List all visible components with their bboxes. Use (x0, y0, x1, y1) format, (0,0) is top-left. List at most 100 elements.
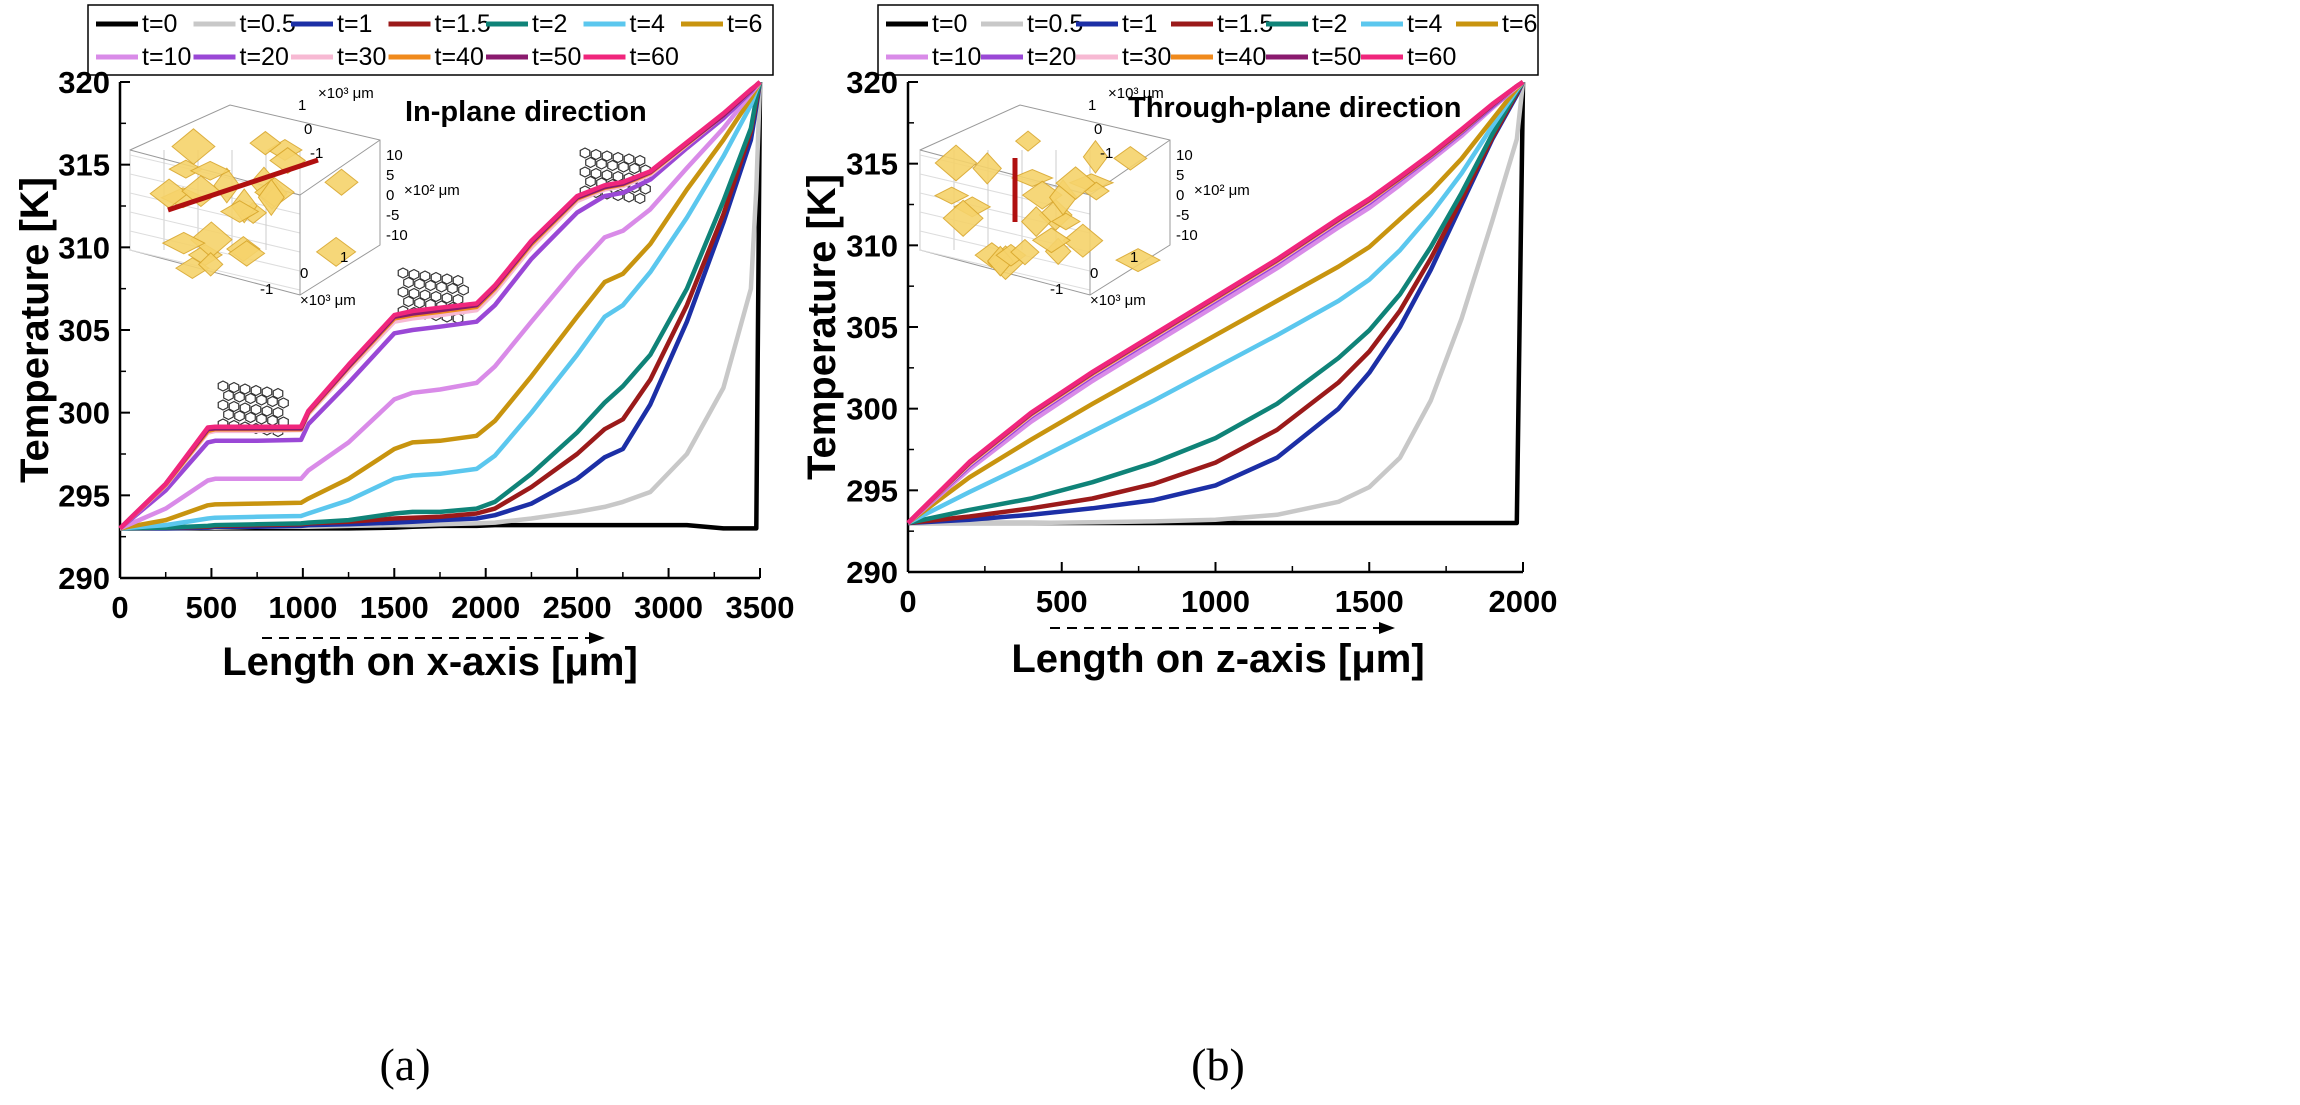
legend-label: t=60 (1407, 43, 1456, 71)
legend-label: t=30 (1122, 43, 1171, 71)
hexagon (256, 413, 267, 425)
hexagon (261, 386, 273, 398)
x-tick-label: 500 (1036, 584, 1088, 619)
series-group (118, 80, 763, 531)
graphene-flake (257, 178, 285, 217)
hexagon (272, 406, 284, 419)
hexagon (234, 391, 245, 403)
hexagon (607, 159, 618, 172)
series-line (906, 80, 1525, 525)
graphene-flake (1020, 206, 1052, 238)
direction-annotation: In-plane direction (405, 96, 647, 128)
graphene-flake (1050, 212, 1081, 231)
hexagon (245, 411, 256, 424)
series-line (118, 80, 762, 531)
inset-edge (299, 139, 381, 196)
direction-annotation: Through-plane direction (1128, 92, 1462, 124)
hexagon (430, 271, 442, 284)
hexagon (261, 405, 273, 417)
inset-unit: ×10³ μm (300, 292, 356, 309)
y-tick-label: 290 (58, 561, 110, 596)
legend-label: t=60 (630, 43, 679, 71)
hexagon (612, 151, 624, 164)
y-tick-label: 320 (846, 65, 898, 100)
y-tick-label: 315 (58, 148, 110, 183)
hexagon (601, 150, 613, 162)
graphene-flake (227, 240, 266, 267)
hexagon (403, 295, 414, 308)
direction-arrowhead (1379, 622, 1395, 634)
x-tick-label: 3500 (726, 590, 795, 625)
y-tick-label: 295 (846, 473, 898, 508)
series-line (119, 80, 762, 531)
y-tick-label: 290 (846, 555, 898, 590)
legend: t=0 t=0.5 t=1 t=1.5 t=2 t=4 t=6 t=10 t=20 t=30 t=4… (877, 4, 1539, 76)
hexagon (408, 287, 420, 300)
legend-label: t=1 (337, 10, 372, 38)
inset-tick: 5 (386, 167, 394, 184)
legend-label: t=2 (532, 10, 567, 38)
hexagon (403, 276, 414, 289)
inset-tick: 1 (340, 249, 348, 266)
hexagon (250, 403, 262, 416)
inset-tick: 10 (1176, 147, 1193, 164)
hexagon (601, 169, 613, 181)
inset-tick: 0 (386, 187, 394, 204)
legend-label: t=4 (1407, 10, 1443, 38)
graphene-flake (197, 252, 224, 277)
hexagon (585, 156, 596, 169)
legend-label: t=50 (532, 43, 581, 71)
y-tick-label: 300 (846, 392, 898, 427)
series-line (119, 81, 763, 531)
y-tick-label: 305 (58, 313, 110, 348)
hexagon (267, 414, 278, 427)
inset-tick: 0 (1090, 265, 1098, 282)
legend-label: t=1.5 (1217, 10, 1273, 38)
hexagon (419, 289, 431, 301)
inset-tick: -1 (1050, 281, 1063, 298)
hexagon (623, 153, 635, 165)
hexagon (618, 161, 629, 173)
inset-tick: 0 (300, 265, 308, 282)
hexagon (634, 154, 646, 167)
inset-tick: -5 (1176, 207, 1189, 224)
inset-unit: ×10³ μm (1108, 85, 1164, 102)
hexagon (278, 397, 289, 409)
hexagon (223, 389, 234, 402)
inset-tick: 1 (1130, 249, 1138, 266)
hexagon (414, 297, 425, 309)
legend-label: t=0 (932, 10, 967, 38)
x-tick-label: 3000 (634, 590, 703, 625)
hexagon (267, 395, 278, 408)
series-line (119, 80, 762, 531)
graphene-flake (1038, 199, 1073, 231)
legend-label: t=0 (142, 10, 177, 38)
graphene-flake (1031, 227, 1072, 254)
graphene-flake (249, 130, 282, 156)
inset-tick: 10 (386, 147, 403, 164)
graphene-flake (1082, 139, 1109, 174)
graphene-flake (219, 200, 260, 223)
series-line (908, 81, 1526, 526)
series-line (120, 81, 763, 531)
graphene-flake (942, 199, 984, 237)
inset-tick: -1 (260, 281, 273, 298)
hexagon (397, 267, 409, 279)
direction-arrowhead (589, 632, 605, 644)
path-rod (167, 157, 319, 213)
inset-tick: 1 (1088, 97, 1096, 114)
inset-unit: ×10² μm (404, 182, 460, 199)
hexagon (452, 274, 464, 287)
legend-label: t=20 (240, 43, 289, 71)
x-tick-label: 2000 (451, 590, 520, 625)
legend-label: t=50 (1312, 43, 1361, 71)
x-tick-label: 1500 (1335, 584, 1404, 619)
series-group (906, 80, 1526, 526)
inset-tick: -10 (1176, 227, 1198, 244)
y-tick-label: 310 (58, 230, 110, 265)
inset-tick: 1 (298, 97, 306, 114)
graphene-flake (315, 236, 357, 267)
